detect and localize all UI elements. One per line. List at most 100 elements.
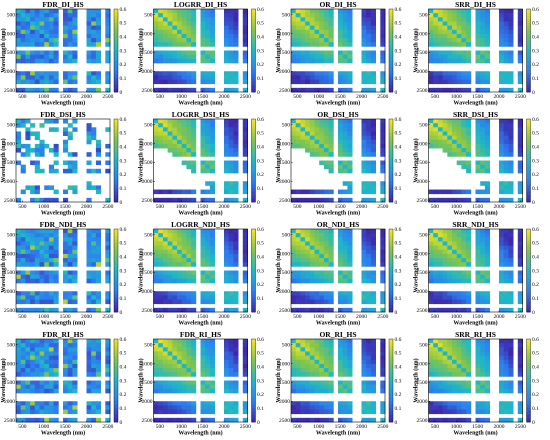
heatmap-cell — [484, 87, 490, 93]
colorbar-segment — [114, 188, 118, 193]
colorbar-segment — [526, 81, 531, 86]
heatmap-cell — [86, 291, 92, 296]
heatmap-cell — [95, 152, 101, 157]
heatmap-cell — [295, 197, 301, 203]
heatmap-cell — [95, 372, 101, 377]
heatmap-cell — [442, 291, 448, 296]
heatmap-cell — [63, 54, 69, 60]
heatmap-cell — [30, 249, 36, 255]
colorbar-segment — [389, 157, 393, 161]
heatmap-cell — [452, 75, 458, 80]
y-tick-label: 2500 — [279, 88, 290, 94]
heatmap-cell — [162, 274, 168, 280]
heatmap-cell — [177, 409, 183, 415]
heatmap-cell — [72, 233, 78, 238]
heatmap-cell — [456, 409, 462, 415]
heatmap-cell — [181, 17, 187, 22]
heatmap-cell — [200, 241, 206, 246]
heatmap-cell — [34, 152, 40, 157]
heatmap-cell — [44, 229, 50, 234]
colorbar-tick-label: 0.3 — [532, 158, 539, 164]
heatmap-cell — [370, 355, 376, 361]
heatmap-cell — [105, 233, 111, 238]
heatmap-cell — [228, 29, 234, 35]
heatmap-cell — [484, 249, 490, 255]
heatmap-cell — [181, 143, 187, 149]
heatmap-cell — [305, 347, 311, 352]
heatmap-cell — [105, 71, 111, 76]
heatmap-cell — [456, 79, 462, 85]
colorbar-tick-label: 0.5 — [257, 131, 264, 137]
heatmap-cell — [186, 21, 192, 26]
colorbar-segment — [251, 277, 256, 282]
heatmap-cell — [517, 139, 523, 145]
heatmap-cell — [91, 363, 97, 369]
heatmap-cell — [314, 299, 320, 305]
colorbar-segment — [389, 418, 393, 423]
heatmap-cell — [67, 79, 73, 85]
heatmap-cell — [370, 38, 376, 43]
colorbar-segment — [389, 239, 393, 244]
heatmap-cell — [517, 270, 523, 276]
heatmap-cell — [366, 355, 372, 361]
y-axis-label: Wavelength (nm) — [413, 28, 420, 72]
heatmap-cell — [517, 123, 523, 128]
heatmap-cell — [95, 160, 101, 166]
colorbar-segment — [526, 377, 531, 381]
heatmap-cell — [461, 87, 467, 93]
heatmap-cell — [16, 71, 22, 76]
heatmap-cell — [447, 363, 453, 369]
colorbar-segment — [526, 163, 531, 168]
heatmap-cell — [233, 123, 239, 128]
colorbar-segment — [389, 150, 393, 154]
heatmap-cell — [67, 274, 73, 280]
heatmap-cell — [380, 79, 386, 85]
x-tick-label: 1000 — [313, 204, 324, 210]
heatmap-cell — [25, 388, 31, 394]
colorbar-segment — [526, 291, 531, 296]
heatmap-cell — [475, 278, 481, 284]
heatmap-cell — [361, 291, 367, 296]
heatmap-cell — [361, 241, 367, 246]
heatmap-cell — [30, 388, 36, 394]
colorbar-segment — [114, 129, 118, 134]
heatmap-cell — [30, 71, 36, 76]
heatmap-cell — [209, 343, 215, 348]
heatmap-cell — [503, 299, 509, 305]
heatmap-cell — [67, 58, 73, 64]
heatmap-cell — [25, 249, 31, 255]
heatmap-cell — [39, 380, 45, 386]
heatmap-cell — [34, 229, 40, 234]
heatmap-cell — [428, 417, 434, 423]
x-tick-label: 500 — [293, 424, 302, 430]
heatmap-cell — [300, 131, 306, 136]
heatmap-cell — [86, 351, 92, 356]
heatmap-cell — [323, 368, 329, 373]
heatmap-cell — [338, 143, 344, 149]
heatmap-cell — [503, 29, 509, 35]
colorbar-segment — [526, 380, 531, 385]
heatmap-cell — [433, 197, 439, 203]
heatmap-cell — [224, 152, 230, 157]
heatmap-cell — [461, 363, 467, 369]
heatmap-cell — [323, 417, 329, 423]
colorbar-segment — [114, 43, 118, 48]
heatmap-cell — [158, 262, 164, 267]
heatmap-cell — [328, 253, 334, 259]
x-tick-label: 2500 — [377, 424, 388, 430]
heatmap-cell — [456, 253, 462, 259]
heatmap-cell — [233, 139, 239, 145]
colorbar-segment — [251, 359, 256, 364]
heatmap-cell — [291, 135, 297, 141]
heatmap-cell — [480, 79, 486, 85]
heatmap-cell — [433, 368, 439, 373]
heatmap-cell — [72, 17, 78, 22]
heatmap-cell — [428, 42, 434, 47]
heatmap-cell — [461, 75, 467, 80]
y-tick-label: 500 — [7, 122, 16, 128]
heatmap-cell — [167, 253, 173, 259]
x-tick-label: 500 — [156, 424, 165, 430]
heatmap-cell — [39, 75, 45, 80]
heatmap-cell — [295, 388, 301, 394]
heatmap-cell — [380, 185, 386, 190]
